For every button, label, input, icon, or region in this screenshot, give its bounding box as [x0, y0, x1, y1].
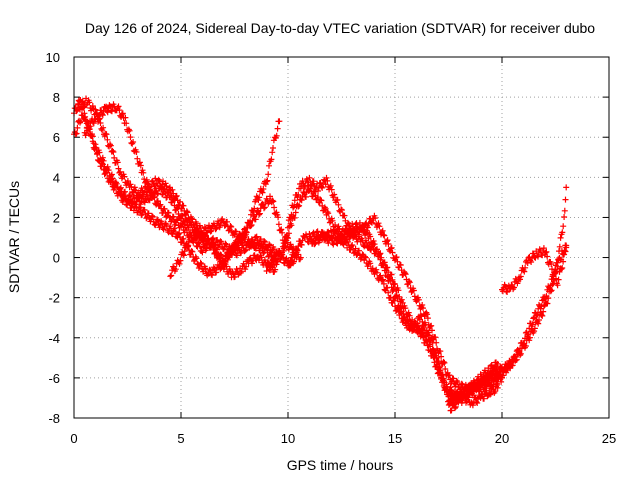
x-tick-label: 10: [281, 431, 295, 446]
track-markers: [445, 242, 570, 404]
y-tick-label: -2: [48, 291, 60, 306]
satellite-track: [499, 242, 570, 295]
y-tick-label: 10: [46, 50, 60, 65]
y-axis-label: SDTVAR / TECUs: [6, 181, 22, 293]
x-tick-label: 25: [602, 431, 616, 446]
x-tick-label: 15: [388, 431, 402, 446]
y-tick-label: 2: [53, 210, 60, 225]
satellite-track: [75, 95, 281, 268]
y-tick-label: 0: [53, 251, 60, 266]
y-tick-label: -6: [48, 371, 60, 386]
satellite-track: [81, 101, 300, 269]
y-tick-label: -8: [48, 411, 60, 426]
track-markers: [75, 95, 281, 268]
satellite-track: [167, 228, 279, 281]
track-markers: [280, 174, 501, 407]
chart-title: Day 126 of 2024, Sidereal Day-to-day VTE…: [85, 20, 595, 36]
track-markers: [263, 185, 501, 409]
plot-frame: [73, 56, 610, 419]
x-tick-label: 5: [177, 431, 184, 446]
y-tick-label: 4: [53, 170, 60, 185]
satellite-track: [263, 185, 501, 409]
y-tick-label: 8: [53, 90, 60, 105]
y-tick-label: -4: [48, 331, 60, 346]
track-markers: [499, 242, 570, 295]
data-points: [71, 95, 570, 414]
satellite-track: [280, 174, 501, 407]
x-tick-label: 0: [70, 431, 77, 446]
axis-ticks: 0 5 10 15 20 25 -8 -6 -4 -2 0 2 4 6 8 10: [46, 50, 617, 446]
track-markers: [81, 101, 300, 269]
x-axis-label: GPS time / hours: [287, 457, 394, 473]
y-tick-label: 6: [53, 130, 60, 145]
track-markers: [167, 228, 279, 281]
x-tick-label: 20: [495, 431, 509, 446]
satellite-track: [445, 242, 570, 404]
